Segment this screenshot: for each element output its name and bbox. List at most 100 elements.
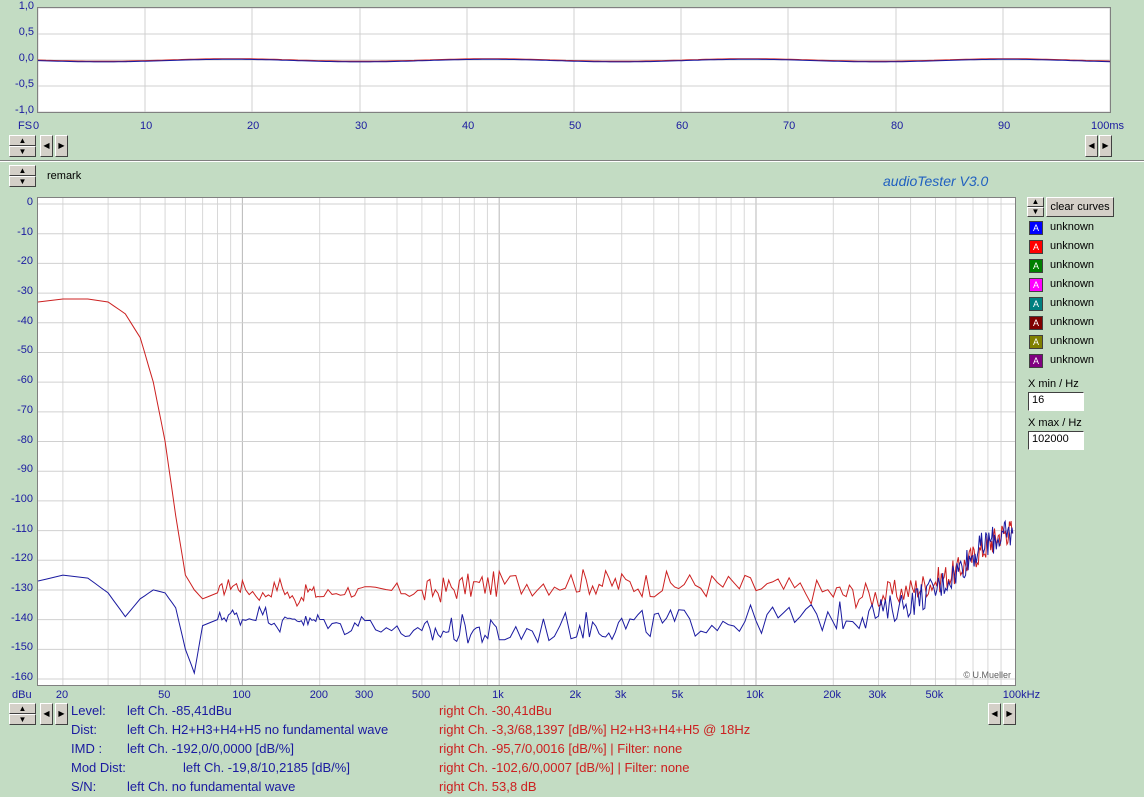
top-zoom-up-button[interactable]: ▲: [9, 135, 36, 146]
top-x-tick: 20: [247, 120, 260, 132]
curve-color-icon[interactable]: A: [1029, 335, 1043, 349]
curve-label[interactable]: unknown: [1050, 221, 1095, 233]
spectrum-x-tick: 100: [232, 689, 251, 701]
curve-label[interactable]: unknown: [1050, 259, 1095, 271]
spectrum-y-tick: 0: [26, 196, 33, 208]
top-scroll-right-button-right[interactable]: ▶: [1099, 135, 1112, 157]
top-x-tick: 50: [569, 120, 582, 132]
spectrum-x-tick: 2k: [569, 689, 582, 701]
xmax-input[interactable]: 102000: [1028, 431, 1084, 450]
mod-dist-left: left Ch. -19,8/10,2185 [dB/%]: [183, 760, 350, 775]
curve-color-icon[interactable]: A: [1029, 240, 1043, 254]
mod-dist-right: right Ch. -102,6/0,0007 [dB/%] | Filter:…: [439, 760, 690, 775]
spectrum-y-tick: -110: [11, 522, 33, 535]
remark-up-button[interactable]: ▲: [9, 165, 36, 176]
top-x-tick: 30: [355, 120, 368, 132]
clear-curves-button[interactable]: clear curves: [1046, 197, 1114, 217]
spectrum-y-tick: -100: [10, 492, 33, 505]
time-domain-y-unit: FS: [18, 120, 33, 132]
main-scroll-right-button[interactable]: ▶: [55, 703, 68, 725]
spectrum-y-tick: -160: [10, 671, 33, 683]
imd-right: right Ch. -95,7/0,0016 [dB/%] | Filter: …: [439, 741, 683, 756]
spectrum-y-tick: -140: [10, 611, 33, 624]
spectrum-x-tick: 3k: [614, 689, 627, 701]
top-x-tick: 60: [676, 120, 689, 132]
imd-label: IMD :: [71, 741, 103, 756]
spectrum-y-unit: dBu: [12, 689, 32, 701]
level-left: left Ch. -85,41dBu: [127, 703, 232, 718]
curve-label[interactable]: unknown: [1050, 297, 1095, 309]
spectrum-x-tick: 20k: [823, 689, 842, 701]
curve-label[interactable]: unknown: [1050, 335, 1095, 347]
top-x-tick: 100ms: [1091, 120, 1125, 132]
level-right: right Ch. -30,41dBu: [439, 703, 552, 718]
main-scroll-right-button-right[interactable]: ▶: [1003, 703, 1016, 725]
spectrum-x-tick: 5k: [671, 689, 684, 701]
main-scroll-left-button-right[interactable]: ◀: [988, 703, 1001, 725]
spectrum-y-tick: -90: [17, 463, 33, 476]
spectrum-y-tick: -130: [10, 581, 33, 594]
remark-label: remark: [47, 170, 82, 182]
top-x-tick: 10: [140, 120, 153, 132]
spectrum-plot[interactable]: © U.Mueller: [37, 197, 1016, 686]
spectrum-x-tick: 1k: [492, 689, 504, 701]
spectrum-y-tick: -50: [17, 344, 33, 357]
curve-label[interactable]: unknown: [1050, 278, 1095, 290]
curve-label[interactable]: unknown: [1050, 354, 1095, 366]
xmax-label: X max / Hz: [1028, 417, 1082, 429]
top-scroll-right-button[interactable]: ▶: [55, 135, 68, 157]
spectrum-series-right: [38, 298, 1014, 610]
top-y-tick: -0,5: [15, 78, 34, 90]
imd-left: left Ch. -192,0/0,0000 [dB/%]: [127, 741, 294, 756]
dist-right: right Ch. -3,3/68,1397 [dB/%] H2+H3+H4+H…: [439, 722, 751, 737]
level-label: Level:: [71, 703, 106, 718]
curve-color-icon[interactable]: A: [1029, 354, 1043, 368]
top-scroll-left-button-right[interactable]: ◀: [1085, 135, 1098, 157]
spectrum-x-tick: 500: [411, 689, 431, 701]
top-y-tick: -1,0: [15, 104, 34, 116]
curve-color-icon[interactable]: A: [1029, 259, 1043, 273]
spectrum-y-tick: -150: [10, 641, 33, 654]
sn-left: left Ch. no fundamental wave: [127, 779, 296, 794]
curve-label[interactable]: unknown: [1050, 240, 1095, 252]
xmin-input[interactable]: 16: [1028, 392, 1084, 411]
spectrum-y-tick: -40: [17, 314, 33, 327]
spectrum-x-tick: 20: [55, 689, 69, 701]
spectrum-y-tick: -10: [17, 225, 33, 238]
remark-down-button[interactable]: ▼: [9, 176, 36, 187]
spectrum-x-tick: 300: [354, 689, 374, 701]
xmin-label: X min / Hz: [1028, 378, 1079, 390]
curves-down-button[interactable]: ▼: [1027, 207, 1044, 217]
spectrum-x-tick: 10k: [745, 689, 764, 701]
curve-color-icon[interactable]: A: [1029, 316, 1043, 330]
spectrum-series-left: [38, 519, 1014, 676]
sn-right: right Ch. 53,8 dB: [439, 779, 537, 794]
spectrum-y-tick: -120: [10, 552, 33, 565]
time-trace-left: [38, 58, 1110, 63]
curve-color-icon[interactable]: A: [1029, 221, 1043, 235]
separator: [0, 160, 1144, 162]
time-trace-right: [38, 58, 1110, 62]
top-x-tick: 0: [33, 120, 40, 132]
top-x-tick: 70: [783, 120, 796, 132]
curve-color-icon[interactable]: A: [1029, 278, 1043, 292]
main-scroll-left-button[interactable]: ◀: [40, 703, 53, 725]
mod-dist-label: Mod Dist:: [71, 760, 126, 775]
top-y-tick: 0,5: [18, 26, 34, 38]
curve-label[interactable]: unknown: [1050, 316, 1095, 328]
time-domain-plot[interactable]: [37, 7, 1111, 113]
top-zoom-down-button[interactable]: ▼: [9, 146, 36, 157]
top-y-tick: 1,0: [18, 0, 34, 12]
spectrum-y-tick: -70: [17, 403, 33, 416]
spectrum-x-tick: 200: [309, 689, 329, 701]
curve-color-icon[interactable]: A: [1029, 297, 1043, 311]
dist-left: left Ch. H2+H3+H4+H5 no fundamental wave: [127, 722, 389, 737]
main-zoom-up-button[interactable]: ▲: [9, 703, 36, 714]
spectrum-y-tick: -20: [17, 255, 33, 268]
main-zoom-down-button[interactable]: ▼: [9, 714, 36, 725]
top-scroll-left-button[interactable]: ◀: [40, 135, 53, 157]
spectrum-x-tick: 30k: [868, 689, 887, 701]
top-x-tick: 80: [891, 120, 904, 132]
spectrum-y-tick: -30: [17, 285, 33, 298]
curves-up-button[interactable]: ▲: [1027, 197, 1044, 207]
